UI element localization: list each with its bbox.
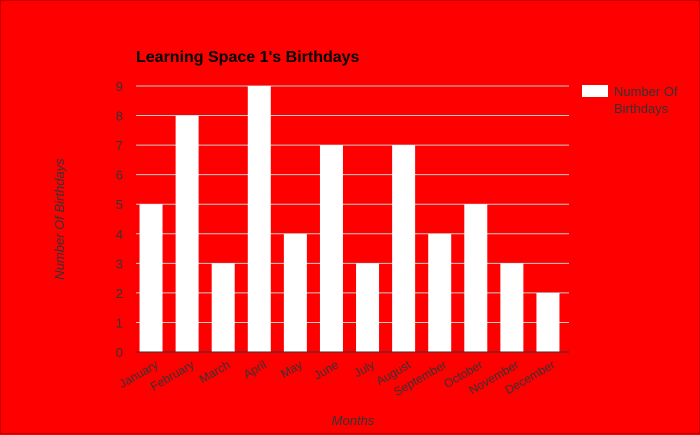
chart-title: Learning Space 1's Birthdays <box>136 49 360 66</box>
legend-swatch <box>582 85 608 97</box>
bar-august <box>392 145 416 352</box>
x-tick-label: May <box>278 357 305 380</box>
bar-july <box>356 263 380 352</box>
y-tick-label: 4 <box>116 227 123 242</box>
y-tick-label: 6 <box>116 168 123 183</box>
x-axis-label: Months <box>332 413 375 428</box>
y-tick-label: 1 <box>116 315 123 330</box>
legend-label-line2: Birthdays <box>614 101 669 116</box>
bar-may <box>283 233 307 352</box>
x-tick-label: March <box>197 357 233 386</box>
bar-april <box>247 86 271 352</box>
bar-october <box>464 204 488 352</box>
y-tick-label: 8 <box>116 109 123 124</box>
y-tick-label: 0 <box>116 345 123 360</box>
bar-november <box>500 263 524 352</box>
y-axis-label: Number Of Birthdays <box>52 158 67 280</box>
bar-june <box>319 145 343 352</box>
bar-december <box>536 292 560 352</box>
legend: Number Of Birthdays <box>582 84 678 116</box>
bar-february <box>175 115 199 352</box>
y-tick-label: 3 <box>116 256 123 271</box>
y-tick-label: 2 <box>116 286 123 301</box>
legend-label-line1: Number Of <box>614 84 678 99</box>
bar-january <box>139 204 163 352</box>
bar-september <box>428 233 452 352</box>
bar-march <box>211 263 235 352</box>
y-tick-label: 9 <box>116 79 123 94</box>
x-tick-label: June <box>311 357 341 382</box>
x-tick-label: April <box>241 357 269 381</box>
y-tick-label: 5 <box>116 197 123 212</box>
y-tick-label: 7 <box>116 138 123 153</box>
